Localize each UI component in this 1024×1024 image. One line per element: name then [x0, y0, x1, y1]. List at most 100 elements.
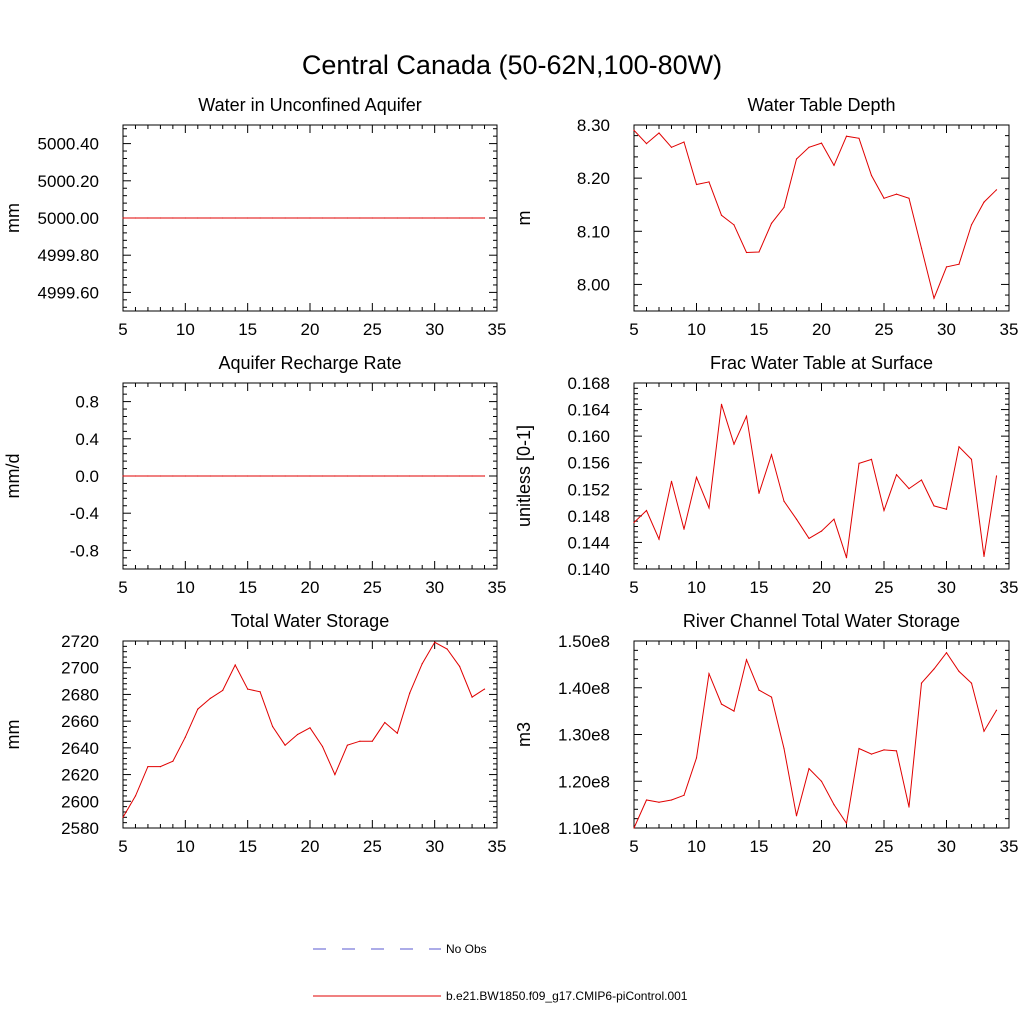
series-line — [633, 129, 997, 300]
data-point — [695, 757, 698, 759]
x-tick-label: 5 — [629, 320, 638, 339]
data-point — [870, 458, 873, 460]
data-point — [783, 500, 785, 502]
data-point — [658, 538, 660, 540]
data-point — [134, 795, 137, 797]
x-tick-label: 25 — [363, 837, 382, 856]
data-point — [683, 528, 685, 530]
data-point — [446, 648, 448, 650]
data-point — [795, 158, 798, 160]
data-point — [695, 476, 698, 478]
data-point — [933, 297, 935, 299]
data-point — [758, 492, 760, 494]
x-tick-label: 10 — [176, 320, 195, 339]
x-tick-label: 20 — [301, 837, 320, 856]
y-axis-label: mm — [3, 720, 23, 750]
y-axis-label: mm — [3, 203, 23, 233]
data-point — [359, 217, 361, 219]
y-axis-label: m3 — [514, 722, 534, 747]
data-point — [883, 509, 885, 512]
panel-title: Water Table Depth — [747, 95, 895, 115]
data-point — [708, 181, 710, 183]
data-point — [197, 217, 199, 219]
data-point — [983, 201, 985, 203]
data-point — [134, 217, 137, 219]
data-point — [795, 518, 798, 520]
data-point — [272, 475, 274, 477]
y-tick-label: 2640 — [61, 739, 99, 758]
data-point — [633, 827, 635, 829]
panel: Frac Water Table at Surface unitless [0-1… — [514, 353, 1018, 597]
data-point — [284, 744, 286, 746]
legend: No Obs b.e21.BW1850.f09_g17.CMIP6-piContr… — [313, 942, 688, 1003]
data-point — [483, 688, 486, 690]
data-point — [745, 415, 748, 417]
panel: Water in Unconfined Aquifer mm 5 10 15 20 25 30… — [3, 95, 506, 339]
data-point — [122, 475, 124, 477]
y-tick-label: 0.8 — [75, 393, 99, 412]
x-tick-label: 35 — [488, 320, 507, 339]
x-tick-label: 35 — [1000, 837, 1019, 856]
data-point — [870, 753, 873, 755]
data-point — [720, 214, 723, 216]
data-point — [396, 475, 398, 477]
data-point — [296, 475, 299, 477]
data-point — [758, 251, 760, 253]
data-point — [920, 682, 923, 684]
data-point — [995, 189, 998, 191]
data-point — [808, 537, 810, 540]
data-point — [645, 799, 648, 801]
data-point — [983, 730, 985, 732]
data-point — [708, 673, 710, 675]
panel-title: Total Water Storage — [231, 611, 389, 631]
x-tick-label: 25 — [875, 837, 894, 856]
data-point — [209, 217, 211, 219]
data-point — [933, 668, 935, 670]
data-point — [359, 475, 361, 477]
data-point — [421, 217, 423, 219]
data-point — [758, 689, 760, 691]
panel: River Channel Total Water Storage m3 5 10 15… — [514, 611, 1018, 856]
y-tick-label: 2580 — [61, 819, 99, 838]
data-point — [808, 146, 810, 148]
y-tick-label: 2680 — [61, 685, 99, 704]
y-tick-label: 1.30e8 — [558, 726, 610, 745]
data-point — [172, 475, 174, 477]
data-point — [371, 475, 373, 477]
y-tick-label: 0.156 — [567, 454, 610, 473]
data-point — [845, 557, 848, 559]
data-point — [434, 217, 436, 219]
legend-entry: No Obs — [313, 942, 487, 956]
data-point — [945, 266, 948, 268]
data-point — [384, 475, 386, 477]
data-point — [983, 555, 985, 558]
x-tick-label: 30 — [425, 578, 444, 597]
x-tick-label: 10 — [687, 320, 706, 339]
y-tick-label: 2620 — [61, 766, 99, 785]
y-tick-label: 1.20e8 — [558, 772, 610, 791]
data-point — [184, 475, 186, 477]
data-point — [371, 217, 373, 219]
data-point — [334, 774, 336, 776]
y-tick-label: 2700 — [61, 659, 99, 678]
data-point — [733, 710, 735, 712]
data-point — [122, 816, 124, 818]
data-point — [645, 143, 648, 145]
panel-title: Water in Unconfined Aquifer — [198, 95, 421, 115]
data-point — [309, 727, 311, 729]
data-point — [483, 217, 486, 219]
data-point — [970, 224, 973, 226]
panel-title: Frac Water Table at Surface — [710, 353, 933, 373]
data-point — [945, 652, 948, 654]
y-tick-label: 8.30 — [577, 116, 610, 135]
data-point — [820, 142, 823, 144]
x-tick-label: 30 — [937, 837, 956, 856]
data-point — [321, 745, 324, 748]
data-point — [222, 689, 224, 692]
data-point — [670, 146, 673, 148]
plot-frame — [633, 640, 1010, 829]
x-tick-label: 20 — [301, 320, 320, 339]
data-point — [895, 193, 898, 195]
x-tick-label: 15 — [750, 578, 769, 597]
data-point — [247, 475, 249, 477]
